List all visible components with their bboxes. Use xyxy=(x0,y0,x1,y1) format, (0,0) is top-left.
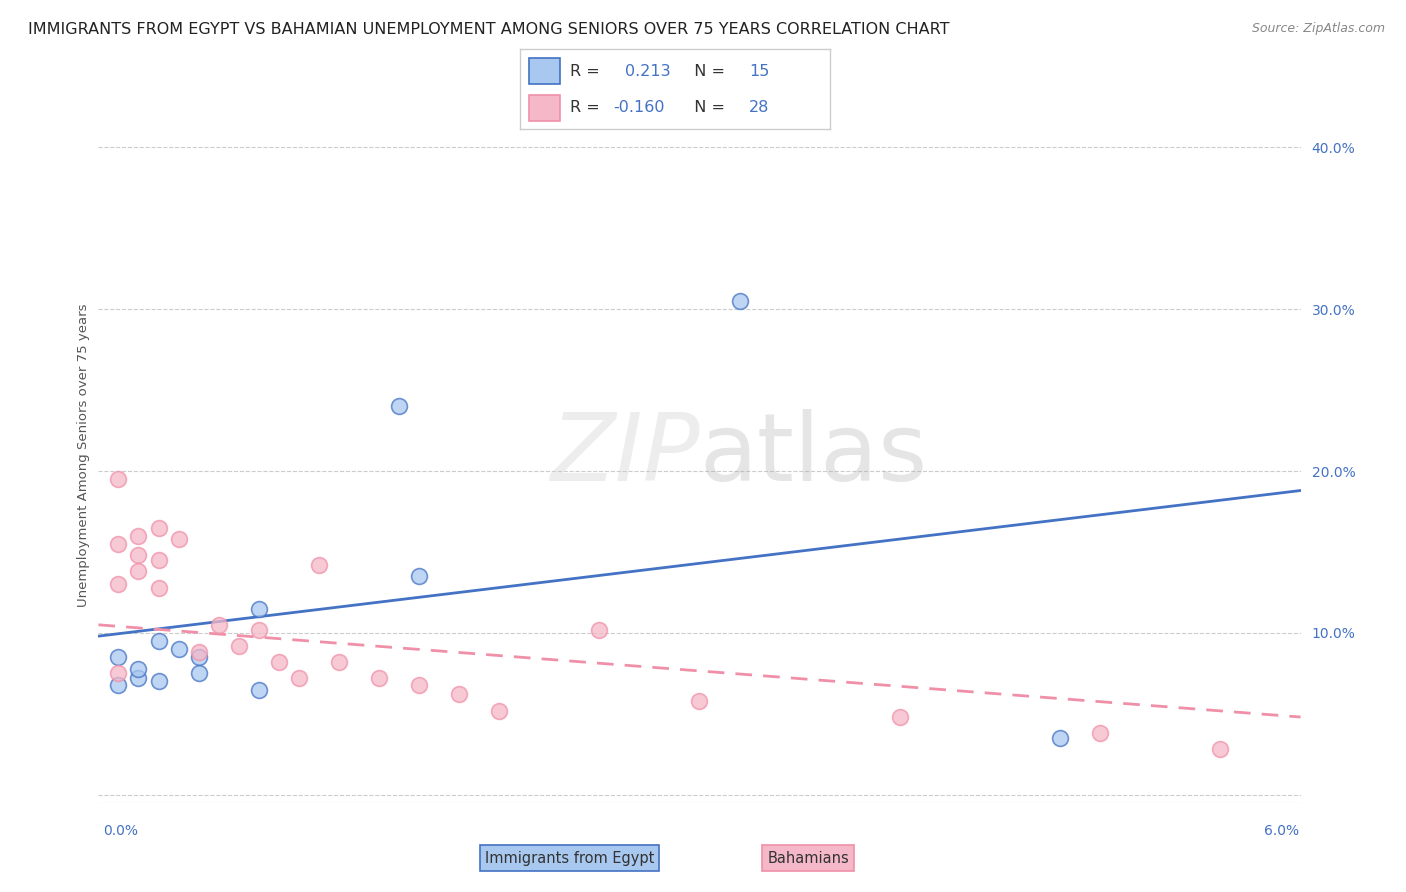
Point xyxy=(228,639,250,653)
Text: R =: R = xyxy=(569,63,610,78)
Point xyxy=(128,661,150,675)
Point xyxy=(128,671,150,685)
Point xyxy=(128,529,150,543)
Point xyxy=(267,655,290,669)
Point xyxy=(187,645,209,659)
Point xyxy=(187,650,209,665)
Point xyxy=(488,704,510,718)
Point xyxy=(1090,726,1112,740)
Point xyxy=(408,569,430,583)
Point xyxy=(408,678,430,692)
Point xyxy=(588,623,610,637)
Point xyxy=(167,532,190,546)
Point xyxy=(1209,742,1232,756)
Point xyxy=(208,617,231,632)
Point xyxy=(148,521,170,535)
Bar xyxy=(530,95,561,121)
Point xyxy=(148,581,170,595)
Point xyxy=(148,674,170,689)
Text: Immigrants from Egypt: Immigrants from Egypt xyxy=(485,851,654,865)
Point xyxy=(148,553,170,567)
Point xyxy=(128,565,150,579)
Point xyxy=(728,294,751,309)
Point xyxy=(247,623,270,637)
Text: atlas: atlas xyxy=(699,409,928,501)
Bar xyxy=(530,58,561,85)
Text: Bahamians: Bahamians xyxy=(768,851,849,865)
Point xyxy=(107,577,129,591)
Text: R =: R = xyxy=(569,100,605,115)
Point xyxy=(247,682,270,697)
Point xyxy=(107,537,129,551)
Point xyxy=(388,400,411,414)
Text: 0.0%: 0.0% xyxy=(103,824,138,838)
Point xyxy=(128,548,150,562)
Point xyxy=(288,671,311,685)
Point xyxy=(447,687,470,701)
Point xyxy=(247,601,270,615)
Text: -0.160: -0.160 xyxy=(613,100,665,115)
Text: N =: N = xyxy=(685,63,730,78)
Text: 6.0%: 6.0% xyxy=(1264,824,1299,838)
Point xyxy=(368,671,391,685)
Point xyxy=(328,655,350,669)
Point xyxy=(889,710,911,724)
Point xyxy=(148,634,170,648)
Point xyxy=(187,666,209,681)
Y-axis label: Unemployment Among Seniors over 75 years: Unemployment Among Seniors over 75 years xyxy=(77,303,90,607)
Text: 28: 28 xyxy=(749,100,769,115)
Text: ZIP: ZIP xyxy=(550,409,699,500)
Point xyxy=(107,650,129,665)
Point xyxy=(107,678,129,692)
Point xyxy=(1049,731,1071,745)
Text: 15: 15 xyxy=(749,63,769,78)
Point xyxy=(107,472,129,486)
Text: IMMIGRANTS FROM EGYPT VS BAHAMIAN UNEMPLOYMENT AMONG SENIORS OVER 75 YEARS CORRE: IMMIGRANTS FROM EGYPT VS BAHAMIAN UNEMPL… xyxy=(28,22,949,37)
Text: Source: ZipAtlas.com: Source: ZipAtlas.com xyxy=(1251,22,1385,36)
Text: N =: N = xyxy=(685,100,730,115)
Point xyxy=(167,642,190,657)
Text: 0.213: 0.213 xyxy=(626,63,671,78)
Point xyxy=(308,558,330,572)
Point xyxy=(688,694,710,708)
Point xyxy=(107,666,129,681)
